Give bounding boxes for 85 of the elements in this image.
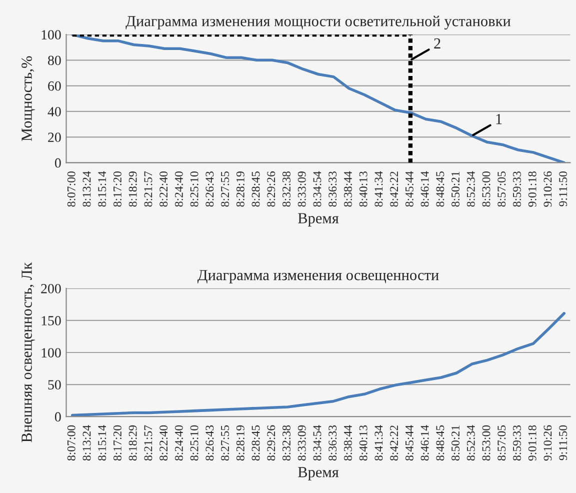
x-tick-label: 8:41:34 [374, 171, 383, 207]
x-tick-label: 8:21:57 [144, 425, 152, 461]
x-tick-label: 8:17:20 [113, 171, 122, 207]
x-tick-label: 8:18:29 [128, 172, 137, 207]
y-tick-label: 0 [54, 158, 61, 168]
x-tick-label: 8:28:45 [252, 425, 260, 461]
x-tick-label: 8:15:14 [98, 171, 106, 207]
x-tick-label: 8:50:21 [452, 426, 460, 461]
x-tick-label: 8:38:44 [344, 171, 352, 207]
x-tick-label: 8:33:09 [298, 425, 306, 461]
x-tick-label: 8:59:33 [512, 171, 522, 207]
x-tick-label: 8:15:14 [98, 425, 106, 461]
x-tick-label: 8:25:10 [190, 425, 198, 461]
x-tick-label: 9:10:26 [544, 171, 552, 207]
y-tick-label: 100 [42, 348, 61, 358]
x-tick-label: 8:42:22 [390, 426, 398, 461]
x-tick-label: 8:22:40 [160, 171, 168, 207]
y-tick-label: 150 [42, 316, 61, 326]
x-tick-label: 8:32:38 [282, 425, 291, 461]
x-tick-label: 8:34:54 [313, 425, 322, 461]
x-tick-label: 8:57:05 [498, 425, 506, 461]
x-tick-label: 9:10:26 [544, 425, 552, 461]
y-tick-label: 100 [42, 30, 61, 40]
x-tick-label: 8:45:44 [405, 425, 414, 461]
x-tick-label: 8:28:45 [252, 171, 260, 207]
x-tick-label: 8:40:13 [359, 425, 368, 461]
annotation: 2 [434, 38, 440, 48]
y-tick-label: 80 [48, 56, 61, 66]
x-tick-label: 8:57:05 [498, 171, 506, 207]
x-tick-label: 8:46:14 [420, 171, 429, 207]
x-tick-label: 8:41:34 [374, 425, 383, 461]
y-tick-label: 40 [48, 107, 61, 116]
y-tick-label: 200 [41, 284, 61, 294]
x-tick-label: 9:11:50 [559, 425, 568, 460]
x-tick-label: 8:36:33 [328, 425, 337, 461]
x-tick-label: 8:24:40 [174, 425, 183, 461]
x-tick-label: 8:07:00 [67, 425, 76, 461]
x-tick-label: 8:42:22 [390, 172, 398, 207]
y-tick-label: 50 [48, 380, 61, 390]
x-tick-label: 8:52:34 [466, 425, 475, 461]
x-tick-label: 9:11:50 [559, 171, 568, 206]
x-tick-label: 8:28:19 [236, 425, 244, 461]
x-tick-label: 8:27:55 [221, 171, 230, 207]
x-tick-label: 8:50:21 [452, 172, 460, 207]
x-tick-label: 8:18:29 [128, 425, 137, 461]
x-tick-label: 8:59:33 [512, 425, 522, 461]
y-tick-label: 60 [48, 81, 61, 91]
x-tick-label: 8:22:40 [160, 425, 168, 461]
chart-title: Диаграмма изменения мощности осветительной установки [126, 16, 511, 30]
x-tick-label: 8:29:26 [267, 425, 276, 461]
x-axis-title: Время [298, 213, 339, 227]
x-tick-label: 8:40:13 [359, 171, 368, 207]
x-tick-label: 8:17:20 [113, 425, 122, 461]
x-tick-label: 8:48:45 [436, 171, 444, 207]
x-tick-label: 8:29:26 [267, 171, 276, 207]
x-tick-label: 8:27:55 [221, 425, 230, 461]
x-tick-label: 8:26:43 [206, 425, 214, 461]
x-tick-label: 8:07:00 [67, 171, 76, 207]
x-tick-label: 8:46:14 [420, 425, 429, 461]
x-tick-label: 8:38:44 [344, 425, 352, 461]
y-axis-title: Внешняя освещенность, Лк [22, 262, 35, 442]
chart-title: Диаграмма изменения освещенности [197, 270, 439, 284]
y-tick-label: 0 [54, 412, 61, 422]
x-tick-label: 8:32:38 [282, 171, 291, 207]
x-tick-label: 8:53:00 [482, 425, 490, 461]
x-axis-title: Время [298, 467, 339, 480]
y-tick-label: 20 [48, 132, 61, 142]
x-tick-label: 8:21:57 [144, 171, 152, 207]
x-tick-label: 8:33:09 [298, 172, 306, 207]
x-tick-label: 8:52:34 [466, 171, 475, 207]
x-tick-label: 8:53:00 [482, 171, 490, 207]
x-tick-label: 8:13:24 [82, 171, 91, 207]
x-tick-label: 9:01:18 [528, 425, 536, 461]
x-tick-label: 8:24:40 [174, 171, 183, 207]
x-tick-label: 8:45:44 [405, 171, 414, 207]
x-tick-label: 8:28:19 [236, 172, 244, 207]
x-tick-label: 8:26:43 [206, 171, 214, 207]
x-tick-label: 8:13:24 [82, 425, 91, 461]
x-tick-label: 8:34:54 [313, 171, 322, 207]
x-tick-label: 9:01:18 [528, 171, 536, 207]
y-axis-title: Мощность,% [22, 56, 35, 142]
x-tick-label: 8:36:33 [328, 171, 337, 207]
x-tick-label: 8:48:45 [436, 425, 444, 461]
annotation: 1 [496, 114, 502, 124]
x-tick-label: 8:25:10 [190, 171, 198, 207]
